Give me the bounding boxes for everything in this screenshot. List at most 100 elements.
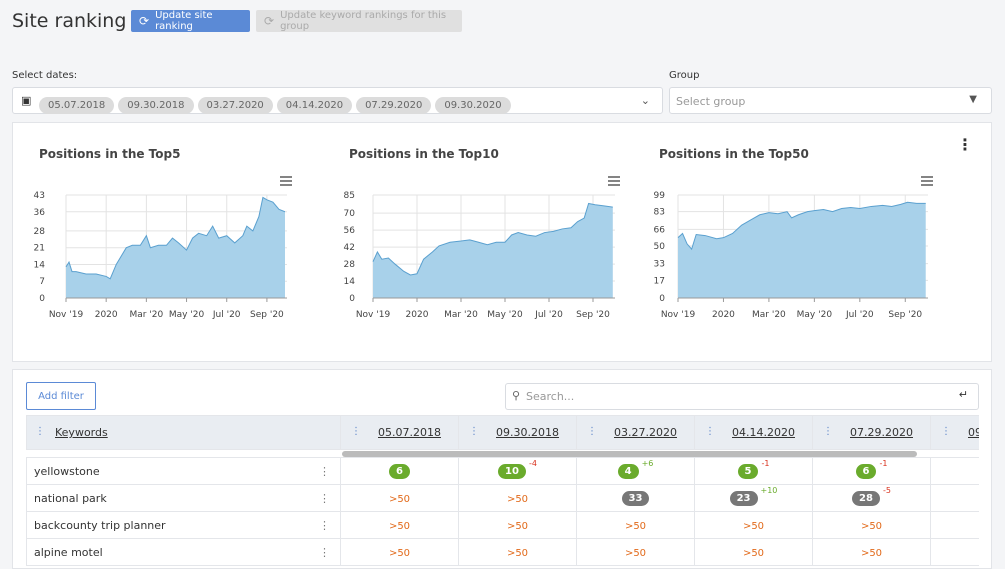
rank-cell: 5-1 [694,457,813,485]
update-button[interactable]: ⟳ Update site ranking [131,10,250,32]
keyword: alpine motel [34,545,103,559]
y-tick-label: 56 [344,226,356,236]
rank-cell: 6-1 [812,457,931,485]
row-menu: ⋮ [319,545,330,559]
column-menu: ⋮ [469,426,479,437]
line [677,201,926,251]
rank: >50 [506,520,529,532]
x-tick-label: 2020 [95,310,118,320]
rank-cell: >50 [458,484,577,512]
row: yellowstone ⋮ 6 10-4 4+6 5-1 6-1 [26,457,979,485]
rank-cell: >50 [458,511,577,539]
column-header[interactable]: ⋮ 07.29.2020 [812,415,931,450]
y-tick-label: 0 [659,294,665,304]
line [372,202,613,276]
dropdown-arrow: ⌄ [640,94,650,107]
column-title: 07.29.2020 [850,426,913,439]
y-tick-label: 14 [34,260,46,270]
date-chip: 09.30.2020 [435,97,511,114]
search-input[interactable]: ⚲ Search... ↵ [505,383,979,410]
date-select[interactable]: ▣ ⌄ 05.07.2018 09.30.2018 03.27.2020 04.14.… [12,87,663,114]
column-title: 03.27.2020 [614,426,677,439]
rank: >50 [388,547,411,559]
y-tick-label: 33 [654,260,665,270]
date-chip: 03.27.2020 [197,97,273,114]
y-tick-label: 43 [34,191,45,201]
rank-cell: 4+6 [576,457,695,485]
column-menu: ⋮ [823,426,833,437]
rank-badge: 6 [389,463,410,479]
column-header[interactable]: ⋮ 09.30.2018 [458,415,577,450]
x-tick-label: Mar '20 [444,310,478,320]
ranking-table: ⋮ Keywords ⋮ 05.07.2018 ⋮ 09.30.2018 ⋮ 03.27.20… [26,415,979,566]
rank-change: +6 [641,458,654,468]
line [65,196,286,280]
x-tick-label: May '20 [169,310,205,320]
date-chip: 07.29.2020 [356,97,432,114]
update-keywords-button[interactable]: ⟳ Update keyword rankings for this group [256,10,462,32]
rank: >50 [860,547,883,559]
chart-title: Positions in the Top10 [349,147,499,161]
y-tick-label: 36 [34,208,46,218]
row: alpine motel ⋮ >50 >50 >50 >50 >50 [26,538,979,566]
rank-cell: 10-4 [458,457,577,485]
group-select[interactable]: Select group ▼ [669,87,992,114]
x-tick-label: 2020 [712,310,735,320]
x-tick-label: Sep '20 [576,310,610,320]
rank-badge: 5 [737,464,759,480]
rank-cell [930,457,979,485]
keyword-cell: national park ⋮ [26,484,341,512]
rank: >50 [860,520,883,532]
menu-kebab[interactable]: ⋮ [957,135,973,154]
x-tick-label: Jul '20 [845,310,874,320]
row: national park ⋮ >50 >50 33 23+10 28-5 [26,484,979,512]
x-tick-label: Jul '20 [212,310,241,320]
row-menu: ⋮ [319,464,330,478]
search-placeholder: Search... [526,390,575,403]
rank-change: -1 [761,458,770,468]
rank: >50 [506,493,529,505]
chart-title: Positions in the Top50 [659,147,809,161]
chart: 0 14 28 42 56 70 85 Nov '19 2020 Mar '20 May '20 Ju… [344,176,620,320]
column-header[interactable]: ⋮ 05.07.2018 [340,415,459,450]
rank-cell: >50 [694,538,813,566]
y-tick-label: 21 [34,244,45,254]
rank-cell: 28-5 [812,484,931,512]
x-tick-label: May '20 [487,310,523,320]
rank-cell: >50 [340,484,459,512]
area [678,202,926,298]
enter-icon: ↵ [958,388,968,401]
keyword-cell: backcounty trip planner ⋮ [26,511,341,539]
column-header[interactable]: ⋮ 04.14.2020 [694,415,813,450]
y-tick-label: 70 [344,209,356,219]
search-icon: ⚲ [512,389,521,402]
scrollbar-row [26,449,979,458]
column-title: 04.14.2020 [732,426,795,439]
rank: >50 [388,493,411,505]
row-menu: ⋮ [319,491,330,505]
column-menu: ⋮ [941,426,951,437]
rank: >50 [388,520,411,532]
x-tick-label: Sep '20 [888,310,922,320]
row: backcounty trip planner ⋮ >50 >50 >50 >50 >50 [26,511,979,539]
column-header[interactable]: ⋮ 03.27.2020 [576,415,695,450]
column-header[interactable]: ⋮ 09.30.2020 [930,415,979,450]
rank-change: -1 [879,458,888,468]
y-tick-label: 83 [654,208,665,218]
date-chip: 04.14.2020 [276,97,353,114]
rank-badge: 33 [621,490,650,506]
rank-cell: >50 [812,538,931,566]
rank-cell [930,538,979,566]
rank-badge: 23 [729,491,758,507]
column-title: 09.30.2018 [496,426,559,439]
charts-panel: ⋮ Positions in the Top5 0 7 14 21 28 36 43 Nov '… [12,122,992,362]
column-title: 09.30.2020 [968,426,979,439]
y-tick-label: 28 [344,260,356,270]
rank-cell: >50 [576,511,695,539]
chart: 0 7 14 21 28 36 43 Nov '19 2020 Mar '20 May '20 Jul… [34,176,292,320]
y-tick-label: 14 [344,277,356,287]
column-header[interactable]: ⋮ Keywords [26,415,341,450]
rank: >50 [742,520,765,532]
add-filter-button[interactable]: Add filter [26,382,96,410]
